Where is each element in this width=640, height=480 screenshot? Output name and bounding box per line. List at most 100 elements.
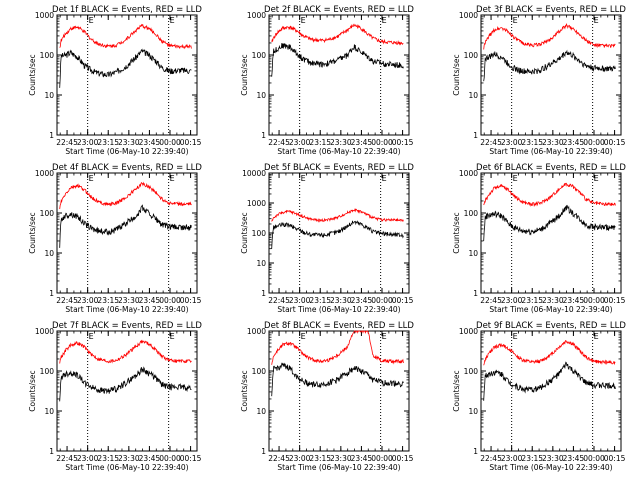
- y-axis-label: Counts/sec: [240, 370, 249, 411]
- y-axis-label: Counts/sec: [452, 212, 461, 253]
- x-tick-label: 00:00: [583, 296, 605, 305]
- event-marker-label: E: [382, 16, 387, 25]
- chart-panel-5: Det 5f BLACK = Events, RED = LLD 1 10 100 10…: [240, 163, 414, 314]
- series-line-black: [483, 361, 616, 401]
- x-tick-label: 23:45: [139, 454, 161, 463]
- series-line-red: [271, 23, 404, 46]
- x-tick-label: 23:15: [521, 296, 543, 305]
- y-tick-label: 1: [261, 447, 266, 456]
- event-marker-label: E: [594, 16, 599, 25]
- y-tick-label: 100: [464, 51, 479, 60]
- x-tick-label: 00:00: [371, 296, 393, 305]
- series-line-red: [483, 340, 616, 366]
- x-tick-label: 22:45: [268, 138, 290, 147]
- chart-title: Det 6f BLACK = Events, RED = LLD: [476, 163, 626, 173]
- x-tick-label: 23:30: [542, 454, 564, 463]
- x-tick-label: 23:00: [289, 138, 311, 147]
- x-tick-label: 23:45: [351, 138, 373, 147]
- x-tick-label: 23:15: [309, 296, 331, 305]
- x-tick-label: 23:15: [97, 296, 119, 305]
- plot-frame: [480, 330, 622, 452]
- y-tick-label: 1000: [35, 169, 54, 178]
- x-tick-label: 23:15: [521, 138, 543, 147]
- x-tick-label: 23:15: [309, 454, 331, 463]
- chart-title: Det 5f BLACK = Events, RED = LLD: [264, 163, 414, 173]
- x-tick-label: 23:30: [118, 296, 140, 305]
- x-tick-label: 00:15: [180, 138, 202, 147]
- series-line-red: [59, 339, 192, 364]
- x-axis-label: Start Time (06-May-10 22:39:40): [489, 147, 612, 156]
- x-tick-label: 23:30: [330, 454, 352, 463]
- x-tick-label: 23:30: [118, 454, 140, 463]
- series-line-black: [271, 220, 404, 249]
- x-tick-label: 22:45: [480, 296, 502, 305]
- chart-panel-7: Det 7f BLACK = Events, RED = LLD 1 10 100 10…: [28, 321, 202, 472]
- x-tick-label: 00:00: [583, 454, 605, 463]
- chart-panel-1: Det 1f BLACK = Events, RED = LLD 1 10 100 10…: [28, 5, 202, 156]
- y-tick-label: 1000: [459, 169, 478, 178]
- x-axis-label: Start Time (06-May-10 22:39:40): [277, 305, 400, 314]
- y-tick-label: 10: [256, 259, 266, 268]
- x-tick-label: 00:15: [392, 296, 414, 305]
- event-marker-label: E: [513, 332, 518, 341]
- x-tick-label: 23:30: [542, 296, 564, 305]
- y-tick-label: 1: [49, 447, 54, 456]
- event-marker-label: E: [382, 332, 387, 341]
- y-tick-label: 1: [49, 131, 54, 140]
- x-tick-label: 23:00: [77, 296, 99, 305]
- y-tick-label: 10: [468, 249, 478, 258]
- series-line-red: [483, 22, 616, 50]
- x-tick-label: 00:15: [392, 454, 414, 463]
- event-marker-label: E: [382, 174, 387, 183]
- y-axis-label: Counts/sec: [240, 54, 249, 95]
- x-tick-label: 23:30: [330, 138, 352, 147]
- x-tick-label: 00:00: [159, 454, 181, 463]
- y-tick-label: 10: [468, 407, 478, 416]
- x-tick-label: 23:00: [77, 454, 99, 463]
- series-line-black: [59, 48, 192, 88]
- y-tick-label: 10: [44, 249, 54, 258]
- y-axis-label: Counts/sec: [452, 54, 461, 95]
- y-tick-label: 1000: [247, 327, 266, 336]
- event-marker-label: E: [301, 16, 306, 25]
- x-tick-label: 23:15: [521, 454, 543, 463]
- series-line-red: [483, 182, 616, 207]
- y-tick-label: 1: [473, 131, 478, 140]
- series-line-black: [59, 366, 192, 402]
- y-axis-label: Counts/sec: [28, 54, 37, 95]
- series-line-black: [483, 49, 616, 82]
- x-tick-label: 23:00: [289, 296, 311, 305]
- event-marker-label: E: [170, 174, 175, 183]
- event-marker-label: E: [170, 16, 175, 25]
- x-tick-label: 00:15: [180, 454, 202, 463]
- x-tick-label: 22:45: [56, 138, 78, 147]
- event-marker-label: E: [89, 174, 94, 183]
- x-tick-label: 22:45: [268, 296, 290, 305]
- y-tick-label: 1000: [35, 11, 54, 20]
- y-tick-label: 1: [49, 289, 54, 298]
- x-axis-label: Start Time (06-May-10 22:39:40): [277, 147, 400, 156]
- x-tick-label: 00:00: [371, 454, 393, 463]
- x-tick-label: 23:30: [542, 138, 564, 147]
- x-tick-label: 00:00: [583, 138, 605, 147]
- y-tick-label: 1000: [459, 11, 478, 20]
- x-tick-label: 00:15: [604, 454, 626, 463]
- series-line-black: [483, 204, 616, 241]
- x-tick-label: 23:45: [351, 454, 373, 463]
- x-tick-label: 00:00: [159, 138, 181, 147]
- plot-frame: [56, 14, 198, 136]
- y-tick-label: 1: [261, 131, 266, 140]
- x-tick-label: 00:15: [604, 296, 626, 305]
- chart-panel-2: Det 2f BLACK = Events, RED = LLD 1 10 100 10…: [240, 5, 414, 156]
- x-tick-label: 22:45: [480, 138, 502, 147]
- x-tick-label: 23:00: [77, 138, 99, 147]
- chart-panel-6: Det 6f BLACK = Events, RED = LLD 1 10 100 10…: [452, 163, 626, 314]
- plot-frame: [480, 172, 622, 294]
- y-tick-label: 1000: [459, 327, 478, 336]
- chart-title: Det 8f BLACK = Events, RED = LLD: [264, 321, 414, 331]
- x-tick-label: 23:45: [563, 454, 585, 463]
- x-tick-label: 00:15: [180, 296, 202, 305]
- x-tick-label: 23:30: [330, 296, 352, 305]
- series-line-red: [271, 330, 404, 365]
